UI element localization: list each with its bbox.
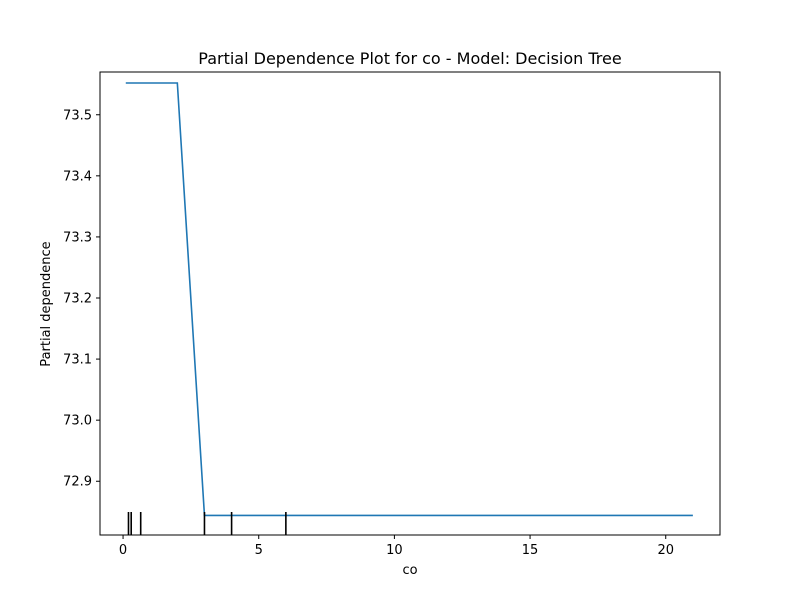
y-tick-label-4: 73.3 [63, 230, 92, 245]
y-axis-label: Partial dependence [39, 241, 54, 366]
x-tick-label-1: 5 [255, 543, 263, 558]
y-tick-label-0: 72.9 [63, 475, 92, 490]
x-tick-label-4: 20 [657, 543, 674, 558]
x-tick-label-2: 10 [386, 543, 403, 558]
y-tick-label-1: 73.0 [63, 414, 92, 429]
y-tick-label-6: 73.5 [63, 108, 92, 123]
x-axis-label: co [402, 563, 417, 578]
chart-title: Partial Dependence Plot for co - Model: … [198, 49, 621, 68]
y-tick-label-2: 73.1 [63, 353, 92, 368]
x-tick-label-3: 15 [522, 543, 539, 558]
x-tick-label-0: 0 [119, 543, 127, 558]
plot-area [125, 82, 693, 535]
y-tick-label-5: 73.4 [63, 169, 92, 184]
y-tick-label-3: 73.2 [63, 292, 92, 307]
axes-frame [99, 71, 721, 536]
series-line-0 [125, 82, 693, 517]
axes: 0 5 10 15 20 72.9 73.0 73.1 73.2 73.3 73.4 73.5 [63, 71, 721, 558]
